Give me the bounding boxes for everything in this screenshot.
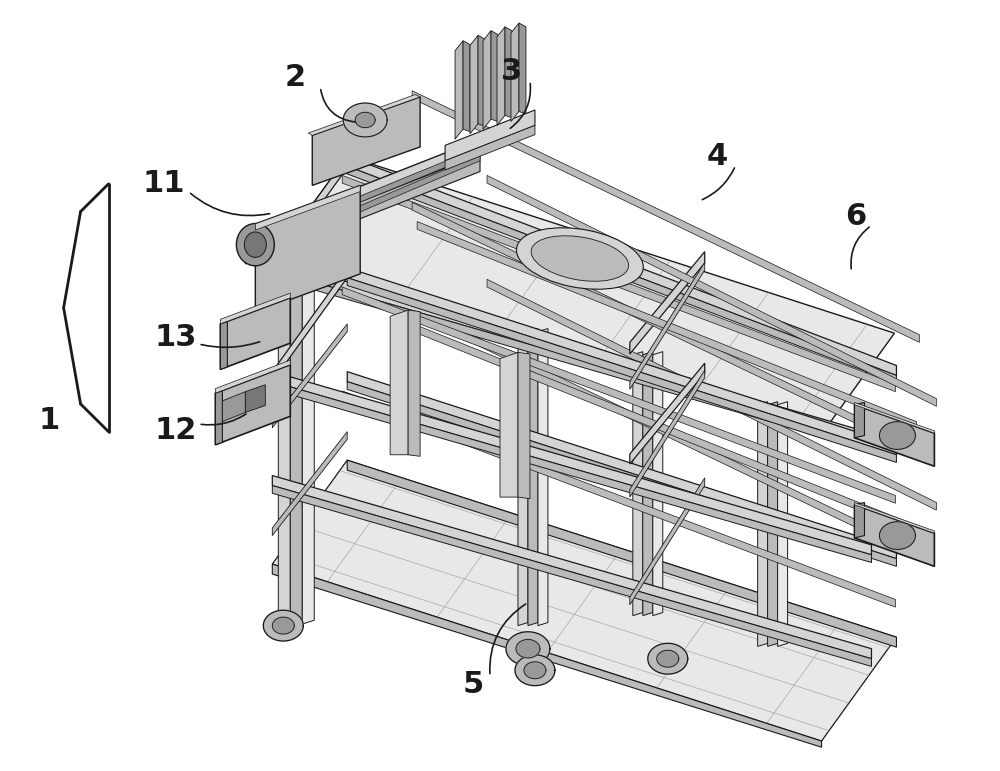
Ellipse shape xyxy=(244,232,266,258)
Polygon shape xyxy=(455,41,463,140)
Polygon shape xyxy=(215,391,222,445)
Polygon shape xyxy=(272,432,347,536)
Polygon shape xyxy=(855,402,934,433)
Polygon shape xyxy=(312,97,420,185)
Polygon shape xyxy=(879,422,915,449)
Polygon shape xyxy=(308,95,420,136)
Polygon shape xyxy=(778,402,788,646)
Polygon shape xyxy=(302,262,314,624)
Text: 6: 6 xyxy=(845,202,866,231)
Polygon shape xyxy=(245,140,480,247)
Polygon shape xyxy=(445,110,535,161)
Polygon shape xyxy=(630,251,705,354)
Polygon shape xyxy=(412,306,919,558)
Polygon shape xyxy=(272,157,347,271)
Polygon shape xyxy=(347,268,896,455)
Polygon shape xyxy=(215,365,290,445)
Polygon shape xyxy=(342,391,895,607)
Polygon shape xyxy=(518,352,530,499)
Ellipse shape xyxy=(236,224,274,266)
Polygon shape xyxy=(630,478,705,604)
Polygon shape xyxy=(855,402,864,438)
Polygon shape xyxy=(500,352,518,497)
Polygon shape xyxy=(220,293,290,324)
Text: 2: 2 xyxy=(285,63,306,93)
Polygon shape xyxy=(278,262,290,624)
Polygon shape xyxy=(272,268,347,382)
Polygon shape xyxy=(519,23,526,114)
Polygon shape xyxy=(879,522,915,550)
Polygon shape xyxy=(272,216,347,320)
Polygon shape xyxy=(222,392,245,422)
Polygon shape xyxy=(272,617,294,634)
Polygon shape xyxy=(245,385,265,412)
Polygon shape xyxy=(272,382,871,563)
Polygon shape xyxy=(272,270,871,451)
Polygon shape xyxy=(648,643,688,674)
Polygon shape xyxy=(643,352,653,615)
Polygon shape xyxy=(342,287,895,503)
Polygon shape xyxy=(528,328,538,625)
Polygon shape xyxy=(524,662,546,678)
Polygon shape xyxy=(653,352,663,615)
Polygon shape xyxy=(630,370,705,497)
Polygon shape xyxy=(855,405,934,466)
Polygon shape xyxy=(343,103,387,137)
Polygon shape xyxy=(478,35,485,126)
Polygon shape xyxy=(511,23,519,122)
Text: 5: 5 xyxy=(462,669,484,699)
Polygon shape xyxy=(633,352,643,615)
Polygon shape xyxy=(417,221,916,429)
Polygon shape xyxy=(342,175,895,392)
Text: 11: 11 xyxy=(142,170,185,198)
Polygon shape xyxy=(412,91,919,342)
Polygon shape xyxy=(505,27,512,118)
Polygon shape xyxy=(412,202,919,454)
Polygon shape xyxy=(518,328,528,625)
Polygon shape xyxy=(245,155,480,261)
Polygon shape xyxy=(855,505,934,567)
Polygon shape xyxy=(255,185,360,230)
Polygon shape xyxy=(768,402,778,646)
Polygon shape xyxy=(272,460,896,741)
Polygon shape xyxy=(215,360,290,393)
Polygon shape xyxy=(758,402,768,646)
Polygon shape xyxy=(506,631,550,665)
Polygon shape xyxy=(245,155,480,264)
Polygon shape xyxy=(630,363,705,464)
Polygon shape xyxy=(272,476,871,658)
Text: 4: 4 xyxy=(707,142,728,170)
Polygon shape xyxy=(855,503,934,534)
Polygon shape xyxy=(657,650,679,667)
Polygon shape xyxy=(470,35,478,134)
Polygon shape xyxy=(272,157,894,437)
Polygon shape xyxy=(347,372,896,559)
Polygon shape xyxy=(245,147,480,249)
Polygon shape xyxy=(290,262,302,624)
Polygon shape xyxy=(516,639,540,658)
Polygon shape xyxy=(355,113,375,128)
Polygon shape xyxy=(272,372,871,555)
Polygon shape xyxy=(630,262,705,389)
Polygon shape xyxy=(220,322,227,369)
Text: 13: 13 xyxy=(154,323,197,352)
Polygon shape xyxy=(855,503,864,538)
Polygon shape xyxy=(491,31,498,122)
Polygon shape xyxy=(408,310,420,456)
Polygon shape xyxy=(347,167,896,383)
Polygon shape xyxy=(445,126,535,170)
Polygon shape xyxy=(347,157,896,375)
Polygon shape xyxy=(255,185,360,312)
Polygon shape xyxy=(390,310,408,455)
Polygon shape xyxy=(263,610,303,641)
Ellipse shape xyxy=(531,236,629,281)
Text: 3: 3 xyxy=(501,57,523,86)
Polygon shape xyxy=(483,31,491,130)
Polygon shape xyxy=(272,564,822,747)
Polygon shape xyxy=(347,278,896,463)
Polygon shape xyxy=(487,279,936,510)
Polygon shape xyxy=(463,41,470,132)
Ellipse shape xyxy=(516,227,643,289)
Polygon shape xyxy=(347,382,896,567)
